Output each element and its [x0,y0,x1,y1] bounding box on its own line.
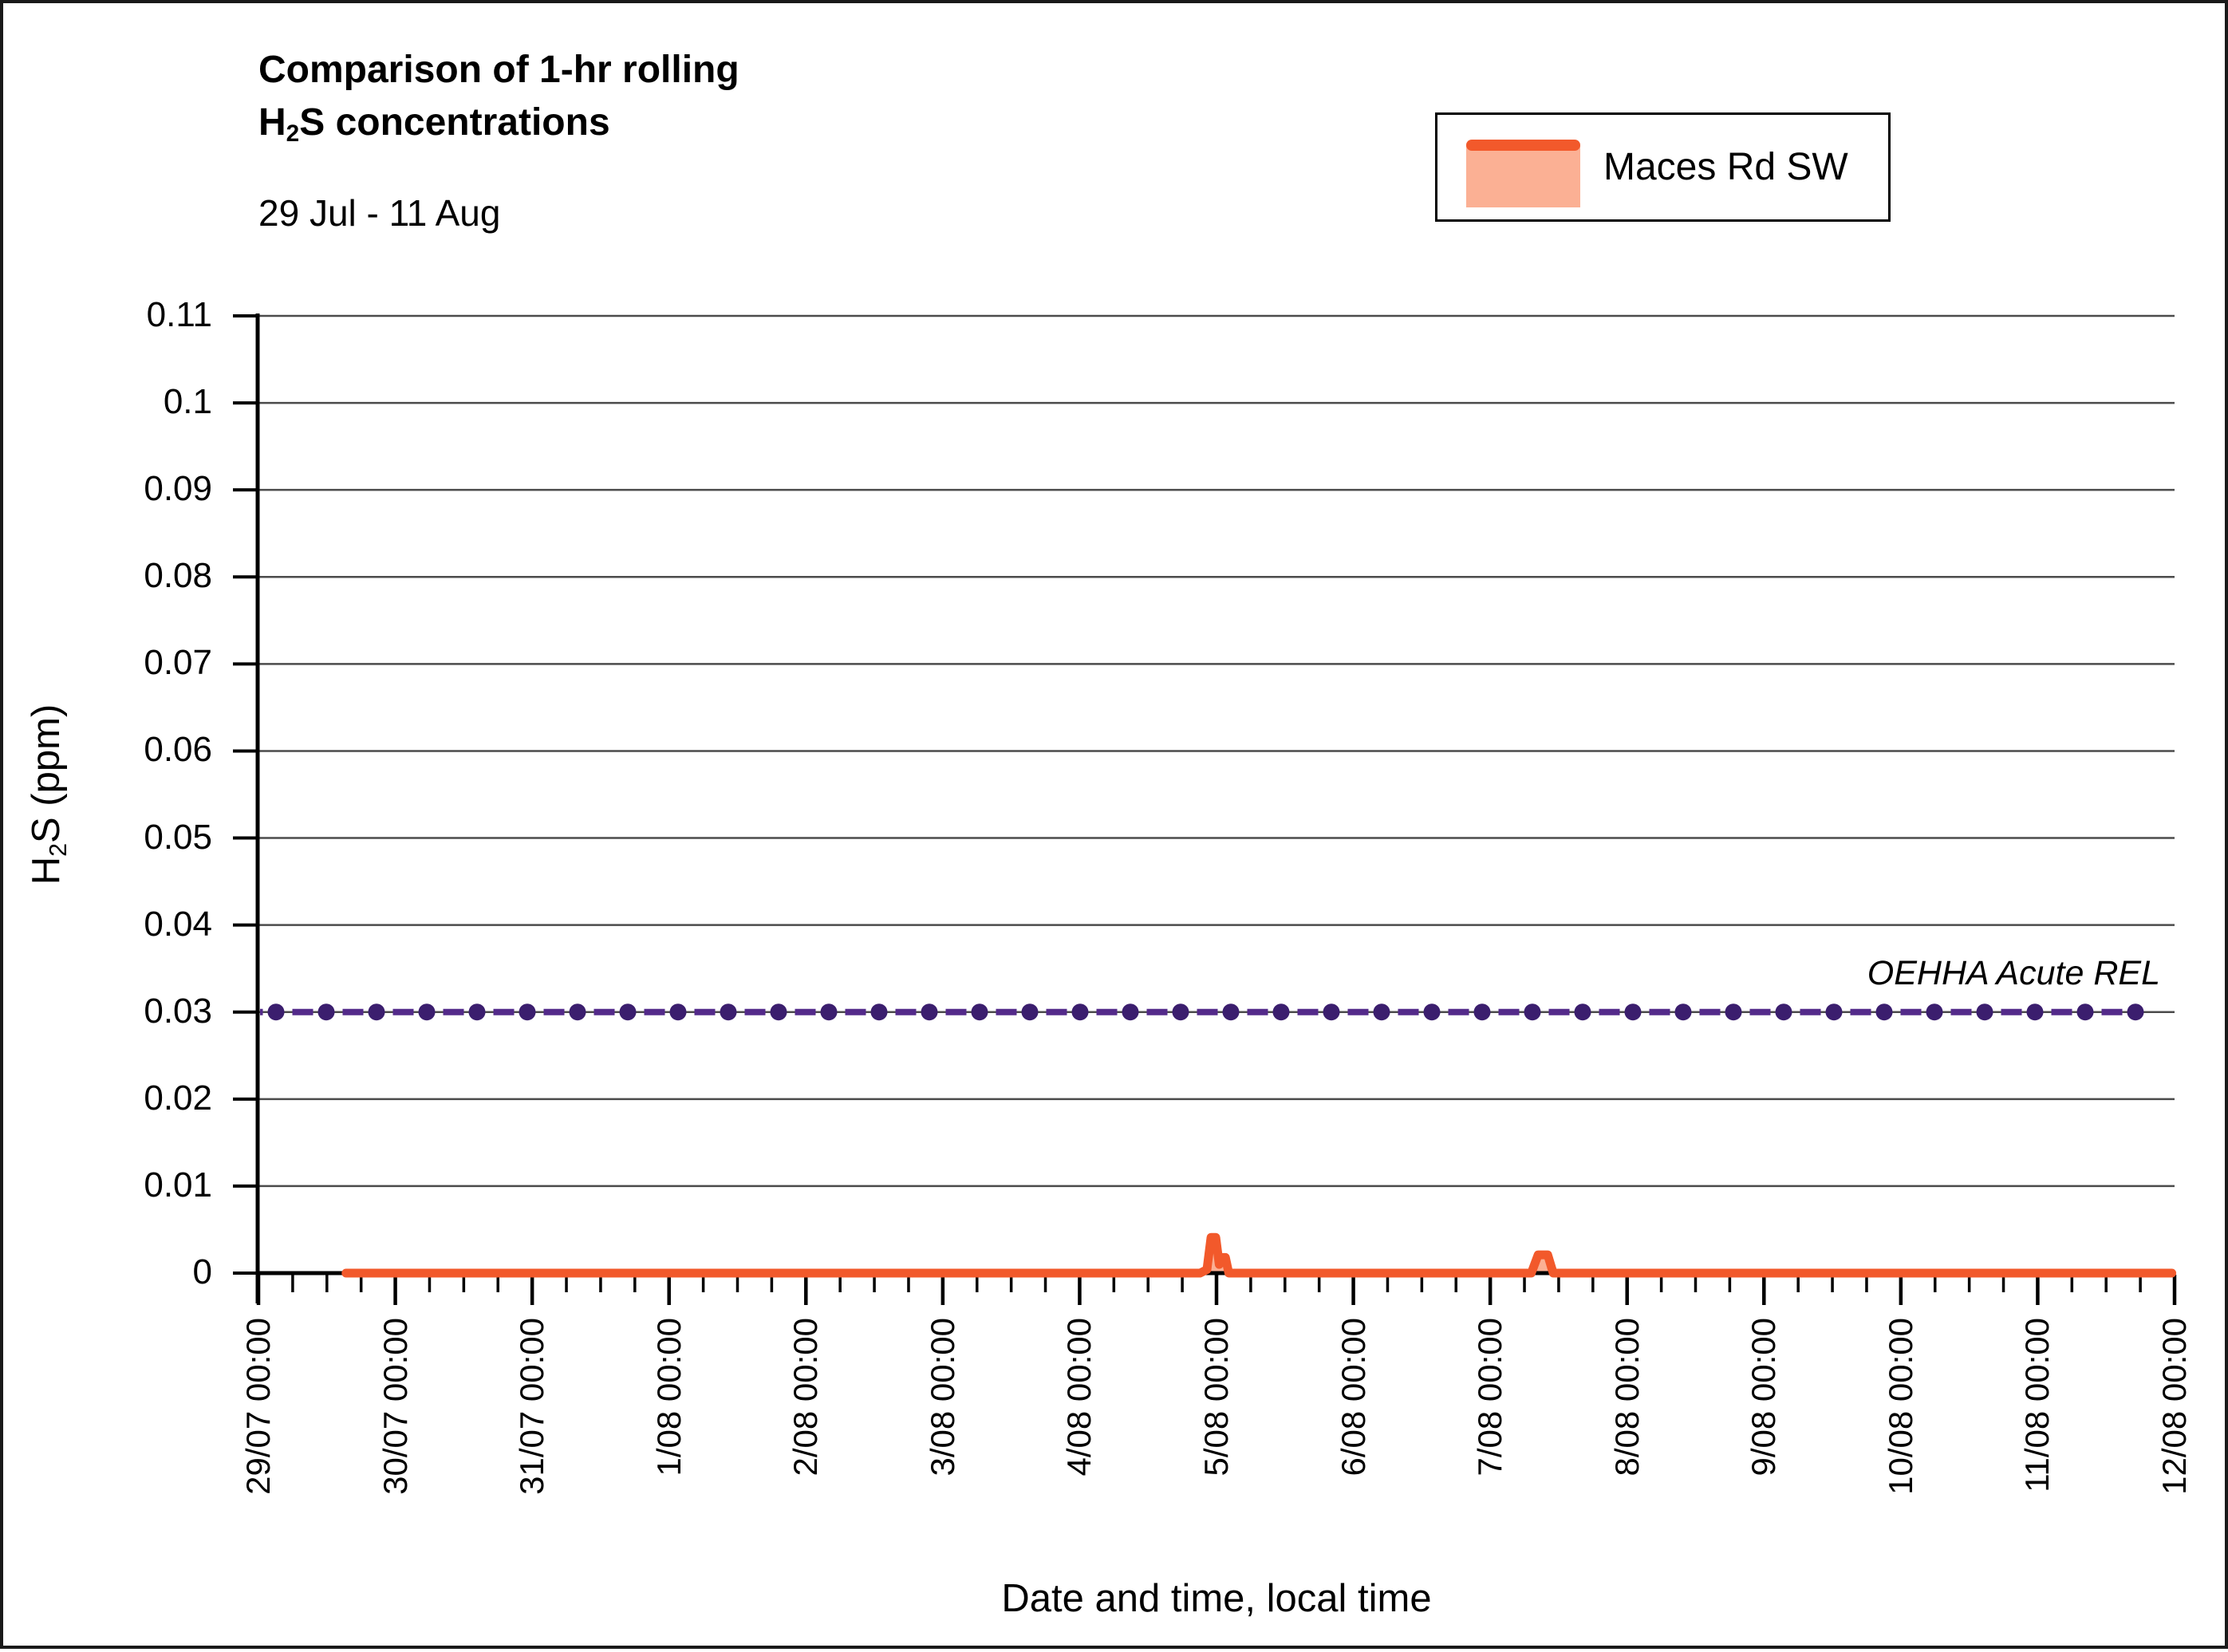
y-tick-label: 0.03 [144,991,212,1031]
rel-dot-marker [770,1003,787,1021]
x-tick-label: 29/07 00:00 [239,1318,277,1495]
h2s-h: H [258,101,286,144]
rel-dot-marker [1222,1003,1240,1021]
rel-dot-marker [1674,1003,1692,1021]
x-axis-title: Date and time, local time [258,1576,2175,1621]
rel-dot-marker [1624,1003,1642,1021]
rel-dot-marker [2127,1003,2144,1021]
chart-title-line2: H2S concentrations [258,101,610,148]
rel-dot-marker [1323,1003,1340,1021]
rel-dot-marker [1775,1003,1792,1021]
rel-dot-marker [1875,1003,1893,1021]
rel-dot-marker [569,1003,586,1021]
rel-dot-marker [519,1003,536,1021]
x-tick-label: 11/08 00:00 [2018,1318,2056,1492]
rel-dot-marker [1524,1003,1541,1021]
rel-dot-marker [971,1003,988,1021]
rel-dot-marker [1172,1003,1189,1021]
y-tick-label: 0.09 [144,469,212,509]
rel-dot-marker [820,1003,838,1021]
y-tick-label: 0.1 [163,382,212,422]
chart-subtitle: 29 Jul - 11 Aug [258,191,500,235]
y-tick-label: 0.01 [144,1165,212,1205]
y-tick-label: 0.02 [144,1078,212,1118]
x-tick-label: 5/08 00:00 [1197,1318,1235,1477]
rel-dot-marker [921,1003,938,1021]
reference-line-label: OEHHA Acute REL [1867,954,2160,992]
x-tick-label: 8/08 00:00 [1607,1318,1646,1477]
chart-canvas [233,313,2177,1305]
x-tick-label: 30/07 00:00 [376,1318,414,1495]
rel-dot-marker [1473,1003,1491,1021]
rel-dot-marker [468,1003,486,1021]
x-tick-label: 9/08 00:00 [1745,1318,1783,1477]
chart-title-line1: Comparison of 1-hr rolling [258,48,739,92]
rel-dot-marker [669,1003,687,1021]
rel-dot-marker [1021,1003,1039,1021]
x-tick-label: 1/08 00:00 [649,1318,688,1477]
rel-dot-marker [1122,1003,1139,1021]
x-tick-label: 6/08 00:00 [1334,1318,1372,1477]
x-tick-label: 2/08 00:00 [787,1318,825,1477]
x-tick-label: 12/08 00:00 [2155,1318,2193,1495]
legend-line-swatch [1466,140,1580,151]
y-tick-label: 0.08 [144,556,212,596]
rel-dot-marker [619,1003,637,1021]
x-tick-label: 4/08 00:00 [1060,1318,1098,1477]
y-tick-label: 0.11 [146,295,212,334]
rel-dot-marker [870,1003,888,1021]
rel-dot-marker [2076,1003,2094,1021]
rel-dot-marker [1423,1003,1441,1021]
date-range-text: 29 Jul - 11 Aug [258,192,501,234]
rel-dot-marker [368,1003,385,1021]
y-title-h: H [25,856,68,885]
series-area-fill [345,1237,2172,1273]
y-tick-label: 0.04 [144,904,212,944]
rel-dot-marker [317,1003,335,1021]
y-tick-label: 0.07 [144,643,212,683]
rel-dot-marker [1926,1003,1943,1021]
rel-dot-marker [1272,1003,1290,1021]
x-tick-label: 7/08 00:00 [1471,1318,1509,1477]
rel-dot-marker [1373,1003,1390,1021]
y-tick-label: 0 [192,1252,212,1291]
rel-dot-marker [1976,1003,1993,1021]
h2s-subscript: 2 [286,120,300,148]
rel-dot-marker [1825,1003,1843,1021]
rel-dot-marker [720,1003,737,1021]
y-tick-label: 0.05 [144,817,212,857]
chart-title-text2: S concentrations [299,101,610,144]
legend-area-fill-swatch [1466,145,1580,207]
rel-dot-marker [418,1003,436,1021]
rel-dot-marker [1574,1003,1591,1021]
x-tick-label: 10/08 00:00 [1881,1318,1919,1495]
x-axis-title-text: Date and time, local time [1001,1577,1432,1620]
x-tick-label: 3/08 00:00 [923,1318,961,1477]
rel-dot-marker [2026,1003,2044,1021]
series-line [341,1232,2177,1278]
rel-dot-marker [267,1003,285,1021]
chart-title-text1: Comparison of 1-hr rolling [258,49,739,91]
rel-dot-marker [1725,1003,1742,1021]
legend-series-label: Maces Rd SW [1603,146,1848,188]
rel-dot-marker [1071,1003,1089,1021]
legend: Maces Rd SW [1435,112,1891,222]
y-tick-label: 0.06 [144,730,212,770]
x-tick-label: 31/07 00:00 [513,1318,551,1495]
